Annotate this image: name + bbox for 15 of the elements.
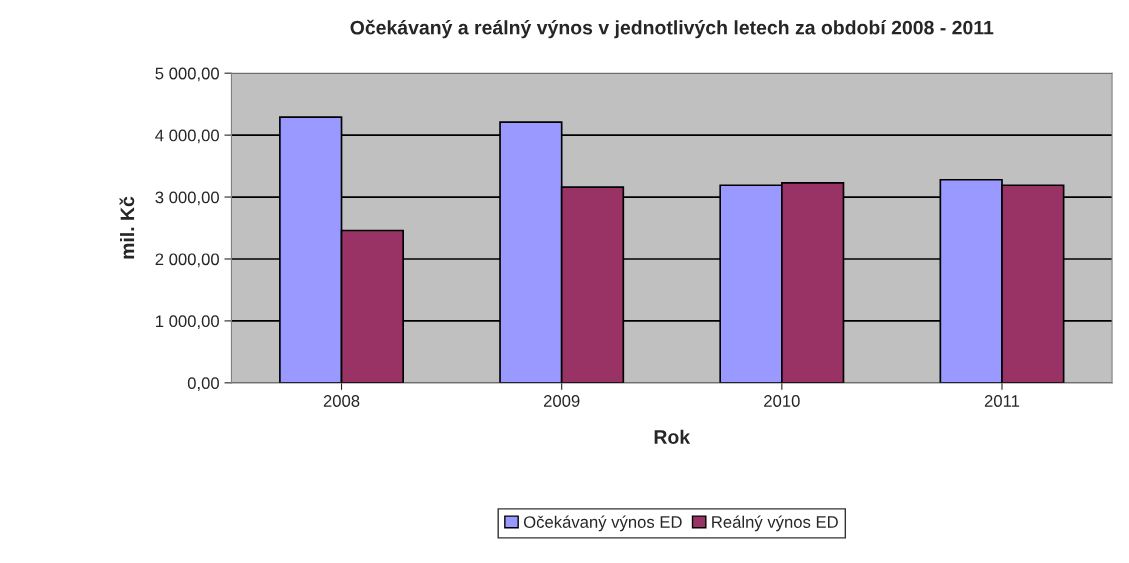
- y-tick-label: 4 000,00: [155, 129, 219, 144]
- y-tick-label: 5 000,00: [155, 67, 219, 82]
- legend-label: Očekávaný výnos ED: [523, 515, 682, 532]
- y-tick-label: 0,00: [187, 377, 219, 392]
- y-tick-label: 1 000,00: [156, 315, 219, 330]
- legend-label: Reálný výnos ED: [712, 515, 838, 532]
- x-tick-label: 2008: [323, 395, 360, 407]
- y-axis-title: mil. Kč: [119, 196, 135, 259]
- chart-title: Očekávaný a reálný výnos v jednotlivých letech za období 2008 - 2011: [350, 19, 994, 39]
- x-tick-label: 2009: [543, 395, 580, 407]
- x-axis-title: Rok: [654, 429, 691, 444]
- x-tick-label: 2010: [764, 395, 800, 407]
- y-tick-label: 3 000,00: [155, 191, 219, 206]
- y-tick-label: 2 000,00: [155, 253, 219, 268]
- x-tick-label: 2011: [984, 395, 1020, 407]
